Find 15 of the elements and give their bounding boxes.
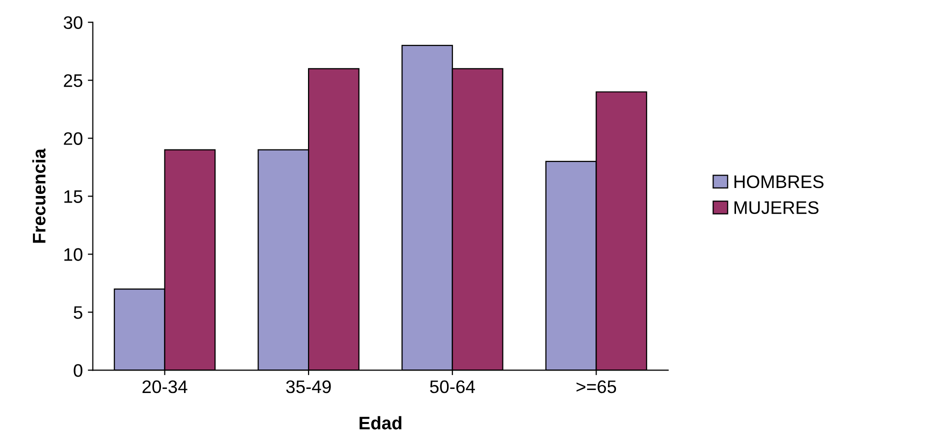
x-tick-label: >=65: [576, 380, 616, 394]
x-tick-label: 50-64: [430, 380, 475, 394]
x-tick-label: 35-49: [286, 380, 331, 394]
x-tick-label: 20-34: [142, 380, 188, 394]
y-tick-label: 10: [64, 248, 82, 261]
legend-label: MUJERES: [734, 201, 818, 214]
y-tick-label: 20: [64, 132, 82, 145]
y-tick-label: 15: [64, 190, 82, 203]
y-tick-label: 0: [74, 364, 82, 377]
y-tick-label: 25: [64, 74, 82, 87]
y-tick-label: 30: [64, 16, 82, 30]
legend-label: HOMBRES: [734, 175, 824, 188]
y-tick-label: 5: [74, 306, 82, 319]
y-axis-title: Frecuencia: [32, 148, 46, 243]
x-axis-title: Edad: [360, 416, 402, 430]
